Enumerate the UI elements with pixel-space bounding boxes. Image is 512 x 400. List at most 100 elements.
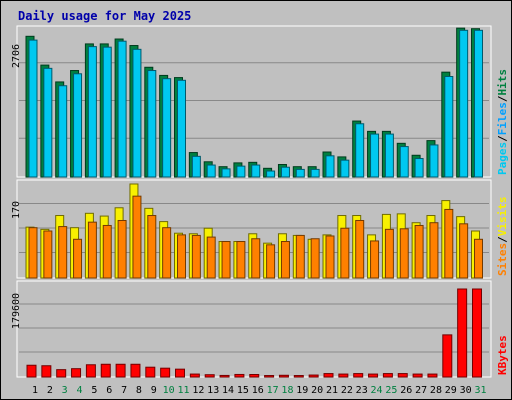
x-tick-label-day-1: 1 — [32, 385, 38, 396]
files-bar-day-19 — [295, 168, 305, 178]
kbytes-bar-day-10 — [160, 367, 171, 378]
x-tick-label-day-25: 25 — [385, 385, 397, 396]
files-bar-day-8 — [132, 48, 142, 178]
sites-bar-day-13 — [206, 236, 216, 279]
x-tick-label-day-20: 20 — [311, 385, 323, 396]
sites-bar-day-21 — [325, 235, 335, 279]
kbytes-bar-day-28 — [427, 373, 438, 378]
x-tick-label-day-8: 8 — [136, 385, 142, 396]
x-tick-label-day-21: 21 — [326, 385, 338, 396]
sites-bar-day-17 — [266, 244, 276, 279]
x-tick-label-day-23: 23 — [356, 385, 368, 396]
kbytes-bar-day-9 — [145, 366, 156, 378]
legend-separator: / — [496, 95, 509, 102]
visits-y-tick-label: 170 — [11, 201, 22, 219]
files-bar-day-17 — [266, 170, 276, 178]
sites-bar-day-26 — [399, 228, 409, 279]
sites-bar-day-11 — [177, 234, 186, 279]
hits-y-tick-label: 2706 — [11, 44, 22, 68]
sites-bar-day-15 — [236, 241, 246, 279]
kbytes-panel-legend: KBytes — [496, 335, 509, 375]
kbytes-bar-day-2 — [41, 365, 52, 378]
kbytes-bar-day-27 — [412, 373, 423, 378]
x-tick-label-day-17: 17 — [267, 385, 279, 396]
sites-bar-day-25 — [384, 228, 394, 279]
sites-bar-day-18 — [280, 241, 290, 279]
x-tick-label-day-7: 7 — [121, 385, 127, 396]
panel-frame-3 — [16, 280, 492, 378]
files-bar-day-9 — [147, 70, 157, 178]
files-bar-day-27 — [414, 158, 424, 178]
kbytes-bar-day-25 — [382, 373, 393, 378]
sites-bar-day-8 — [132, 195, 142, 279]
x-tick-label-day-13: 13 — [207, 385, 219, 396]
x-tick-label-day-10: 10 — [163, 385, 175, 396]
kbytes-bar-day-24 — [368, 373, 379, 378]
x-tick-label-day-28: 28 — [430, 385, 442, 396]
x-tick-label-day-30: 30 — [460, 385, 472, 396]
x-tick-label-day-9: 9 — [151, 385, 157, 396]
kbytes-bar-day-23 — [353, 373, 364, 378]
sites-bar-day-2 — [43, 230, 53, 279]
files-bar-day-7 — [117, 40, 127, 178]
legend-kbytes: KBytes — [496, 335, 509, 375]
sites-bar-day-30 — [459, 223, 469, 279]
sites-bar-day-4 — [73, 238, 83, 279]
kbytes-bar-day-15 — [234, 373, 245, 378]
sites-bar-day-24 — [370, 240, 380, 279]
kbytes-bar-day-22 — [338, 373, 349, 378]
sites-bar-day-5 — [87, 221, 97, 279]
files-bar-day-1 — [28, 39, 38, 178]
x-tick-label-day-26: 26 — [400, 385, 412, 396]
kbytes-bar-day-17 — [264, 375, 275, 378]
kbytes-bar-day-26 — [397, 373, 408, 378]
legend-pages: Pages — [496, 142, 509, 175]
kbytes-bar-day-20 — [308, 374, 319, 378]
files-bar-day-26 — [399, 146, 409, 178]
hits-panel-legend: Pages/Files/Hits — [496, 69, 509, 175]
files-bar-day-28 — [429, 144, 439, 178]
sites-bar-day-20 — [310, 238, 320, 279]
kbytes-bar-day-31 — [472, 288, 482, 378]
files-bar-day-11 — [177, 79, 186, 178]
kbytes-bar-day-7 — [115, 363, 126, 378]
kbytes-bar-day-12 — [189, 373, 200, 378]
files-bar-day-4 — [73, 73, 83, 178]
sites-bar-day-14 — [221, 241, 231, 279]
x-tick-label-day-29: 29 — [445, 385, 457, 396]
kbytes-bar-day-30 — [457, 288, 468, 378]
sites-bar-day-9 — [147, 215, 157, 279]
x-tick-label-day-5: 5 — [91, 385, 97, 396]
files-bar-day-13 — [206, 164, 216, 178]
files-bar-day-30 — [459, 29, 469, 178]
x-tick-label-day-22: 22 — [341, 385, 353, 396]
sites-bar-day-28 — [429, 222, 439, 279]
legend-files: Files — [496, 102, 509, 135]
files-bar-day-23 — [355, 123, 365, 178]
files-bar-day-16 — [251, 164, 261, 178]
sites-bar-day-29 — [444, 208, 454, 279]
kbytes-bar-day-29 — [442, 334, 453, 378]
legend-sites: Sites — [496, 243, 509, 276]
x-tick-label-day-12: 12 — [192, 385, 204, 396]
sites-bar-day-23 — [355, 219, 365, 279]
sites-bar-day-31 — [474, 238, 483, 279]
sites-bar-day-27 — [414, 224, 424, 279]
kbytes-bar-day-8 — [130, 363, 141, 378]
sites-bar-day-1 — [28, 227, 38, 279]
kbytes-bar-day-1 — [26, 364, 37, 378]
kbytes-bar-day-6 — [100, 363, 111, 378]
x-tick-label-day-16: 16 — [252, 385, 264, 396]
files-bar-day-21 — [325, 155, 335, 178]
files-bar-day-18 — [280, 166, 290, 178]
sites-bar-day-10 — [162, 227, 172, 279]
kbytes-y-tick-label: 179600 — [11, 293, 22, 329]
x-tick-label-day-3: 3 — [62, 385, 68, 396]
sites-bar-day-22 — [340, 227, 350, 279]
x-tick-label-day-2: 2 — [47, 385, 53, 396]
sites-bar-day-19 — [295, 234, 305, 279]
sites-bar-day-3 — [58, 226, 68, 279]
files-bar-day-3 — [58, 85, 68, 178]
